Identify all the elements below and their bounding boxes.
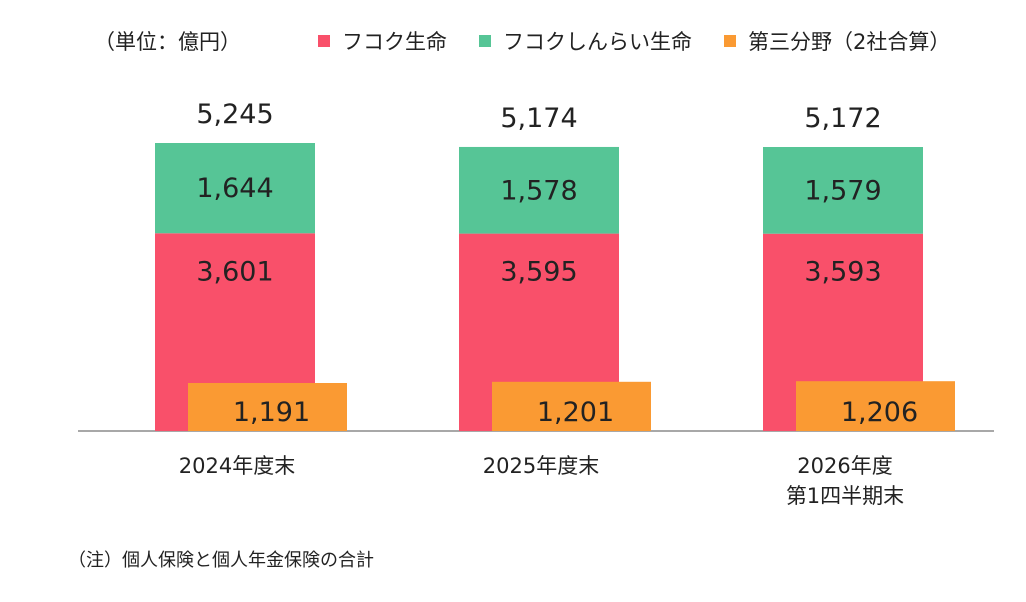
legend-swatch-fukoku [318,35,330,47]
bar-shinrai-2 [763,147,923,234]
legend-item-fukoku: フコク生命 [318,26,447,56]
total-label-1: 5,174 [500,103,577,134]
footnote: （注）個人保険と個人年金保険の合計 [68,550,374,571]
legend-label-fukoku: フコク生命 [342,30,447,54]
legend-item-shinrai: フコクしんらい生命 [479,26,692,56]
bar-third-1 [492,381,651,431]
bar-third-2 [796,381,955,431]
legend-label-shinrai: フコクしんらい生命 [503,30,692,54]
total-label-2: 5,172 [804,103,881,134]
data-label-shinrai-2: 1,579 [804,175,881,206]
data-label-third-2: 1,206 [841,397,918,428]
legend-item-third: 第三分野（2社合算） [724,26,950,56]
total-label-0: 5,245 [196,99,273,130]
category-label-1: 2025年度末 [483,454,599,478]
data-label-third-1: 1,201 [537,397,614,428]
data-label-third-0: 1,191 [233,397,310,428]
data-label-shinrai-1: 1,578 [500,175,577,206]
legend: フコク生命 フコクしんらい生命 第三分野（2社合算） [318,26,950,56]
bar-third-0 [188,383,347,431]
legend-swatch-third [724,35,736,47]
data-label-shinrai-0: 1,644 [196,173,273,204]
legend-label-third: 第三分野（2社合算） [748,30,951,54]
legend-swatch-shinrai [479,35,491,47]
unit-label: （単位：億円） [94,30,241,54]
data-label-fukoku-1: 3,595 [500,257,577,288]
bar-shinrai-0 [155,143,315,234]
category-label-0: 2024年度末 [179,454,295,478]
data-label-fukoku-0: 3,601 [196,256,273,287]
data-label-fukoku-2: 3,593 [804,257,881,288]
category-label-2: 2026年度第1四半期末 [786,454,904,508]
bar-shinrai-1 [459,146,619,234]
